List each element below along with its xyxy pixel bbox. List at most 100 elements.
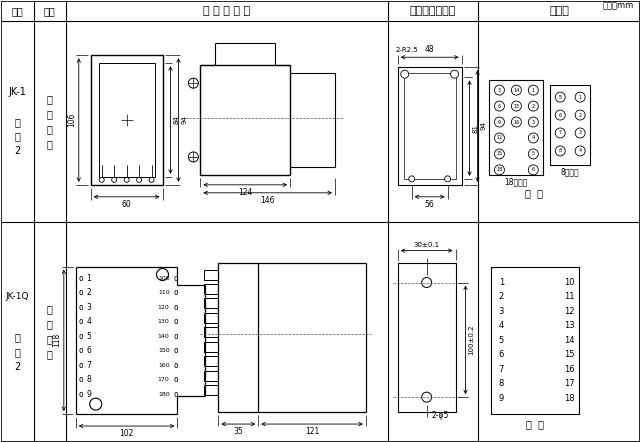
- Text: o: o: [78, 361, 83, 370]
- Text: 13: 13: [564, 321, 574, 330]
- Bar: [204, 356, 219, 366]
- Text: 10: 10: [564, 278, 574, 287]
- Text: 15: 15: [496, 152, 503, 156]
- Text: 30±0.1: 30±0.1: [413, 242, 440, 248]
- Bar: [398, 67, 462, 185]
- Text: 16: 16: [564, 365, 574, 374]
- Circle shape: [555, 110, 565, 120]
- Circle shape: [494, 101, 504, 111]
- Circle shape: [188, 78, 199, 88]
- Text: o: o: [173, 303, 178, 312]
- Text: 6: 6: [498, 103, 501, 109]
- Circle shape: [575, 146, 585, 156]
- Circle shape: [555, 92, 565, 102]
- Text: o: o: [78, 375, 83, 384]
- Text: 2: 2: [532, 103, 535, 109]
- Text: 背  视: 背 视: [526, 188, 544, 198]
- Text: 4: 4: [579, 149, 582, 153]
- Text: o: o: [173, 361, 178, 370]
- Text: 4: 4: [532, 136, 535, 141]
- Text: 3: 3: [87, 303, 91, 312]
- Text: 17: 17: [564, 379, 574, 388]
- Circle shape: [494, 165, 504, 175]
- Text: 140: 140: [158, 334, 169, 339]
- Circle shape: [575, 92, 585, 102]
- Circle shape: [112, 177, 117, 183]
- Text: 8: 8: [499, 379, 504, 388]
- Text: 板
后
接
线: 板 后 接 线: [47, 94, 53, 149]
- Bar: [204, 284, 219, 294]
- Circle shape: [137, 177, 142, 183]
- Text: o: o: [173, 375, 178, 384]
- Text: 8: 8: [559, 149, 562, 153]
- Text: 160: 160: [158, 363, 169, 368]
- Text: 15: 15: [564, 350, 574, 359]
- Text: 16: 16: [513, 119, 519, 125]
- Text: 9: 9: [499, 394, 504, 403]
- Text: 2-R2.5: 2-R2.5: [395, 47, 419, 53]
- Text: 180: 180: [158, 392, 169, 396]
- Text: 2: 2: [499, 293, 504, 301]
- Text: 94: 94: [481, 122, 487, 130]
- Text: 106: 106: [67, 113, 76, 127]
- Text: 外 形 尺 寸 图: 外 形 尺 寸 图: [203, 6, 250, 16]
- Text: o: o: [78, 303, 83, 312]
- Text: 安装开孔尺寸图: 安装开孔尺寸图: [410, 6, 456, 16]
- Circle shape: [188, 152, 199, 162]
- Text: JK-1Q: JK-1Q: [6, 293, 29, 301]
- Bar: [204, 342, 219, 352]
- Text: o: o: [173, 332, 178, 341]
- Text: 3: 3: [498, 88, 501, 93]
- Bar: [204, 371, 219, 381]
- Text: o: o: [173, 274, 178, 283]
- Text: 正  视: 正 视: [526, 419, 544, 429]
- Circle shape: [156, 269, 169, 281]
- Circle shape: [528, 85, 538, 95]
- Text: 2-φ5: 2-φ5: [431, 411, 449, 420]
- Circle shape: [528, 133, 538, 143]
- Text: o: o: [173, 317, 178, 326]
- Text: 9: 9: [87, 390, 91, 399]
- Text: 7: 7: [559, 130, 562, 136]
- Circle shape: [528, 101, 538, 111]
- Bar: [204, 385, 219, 395]
- Text: 150: 150: [158, 348, 169, 353]
- Text: o: o: [78, 289, 83, 297]
- Text: 100±0.2: 100±0.2: [469, 324, 474, 355]
- Bar: [204, 328, 219, 337]
- Text: 118: 118: [52, 333, 61, 347]
- Text: 121: 121: [305, 427, 319, 436]
- Circle shape: [451, 70, 458, 78]
- Text: 6: 6: [87, 346, 91, 355]
- Text: 9: 9: [498, 119, 501, 125]
- Circle shape: [401, 70, 409, 78]
- Text: 5: 5: [499, 336, 504, 345]
- Text: 6: 6: [499, 350, 504, 359]
- Text: 60: 60: [122, 200, 131, 209]
- Text: 12: 12: [496, 136, 503, 141]
- Text: 8: 8: [87, 375, 91, 384]
- Text: 14: 14: [513, 88, 519, 93]
- Text: 3: 3: [499, 307, 504, 316]
- Bar: [404, 73, 456, 179]
- Text: 102: 102: [119, 429, 134, 438]
- Text: 12: 12: [564, 307, 574, 316]
- Bar: [490, 80, 544, 175]
- Circle shape: [99, 177, 104, 183]
- Bar: [204, 313, 219, 323]
- Text: 1: 1: [499, 278, 504, 287]
- Text: 板
前
接
线: 板 前 接 线: [47, 305, 53, 359]
- Circle shape: [422, 278, 431, 287]
- Circle shape: [528, 117, 538, 127]
- Text: 18: 18: [564, 394, 574, 403]
- Text: 94: 94: [181, 116, 187, 125]
- Text: o: o: [78, 332, 83, 341]
- Text: o: o: [78, 346, 83, 355]
- Text: 8点端子: 8点端子: [561, 168, 579, 176]
- Bar: [99, 63, 154, 177]
- Circle shape: [149, 177, 154, 183]
- Circle shape: [528, 149, 538, 159]
- Circle shape: [494, 133, 504, 143]
- Text: 7: 7: [87, 361, 91, 370]
- Text: 1: 1: [579, 95, 582, 99]
